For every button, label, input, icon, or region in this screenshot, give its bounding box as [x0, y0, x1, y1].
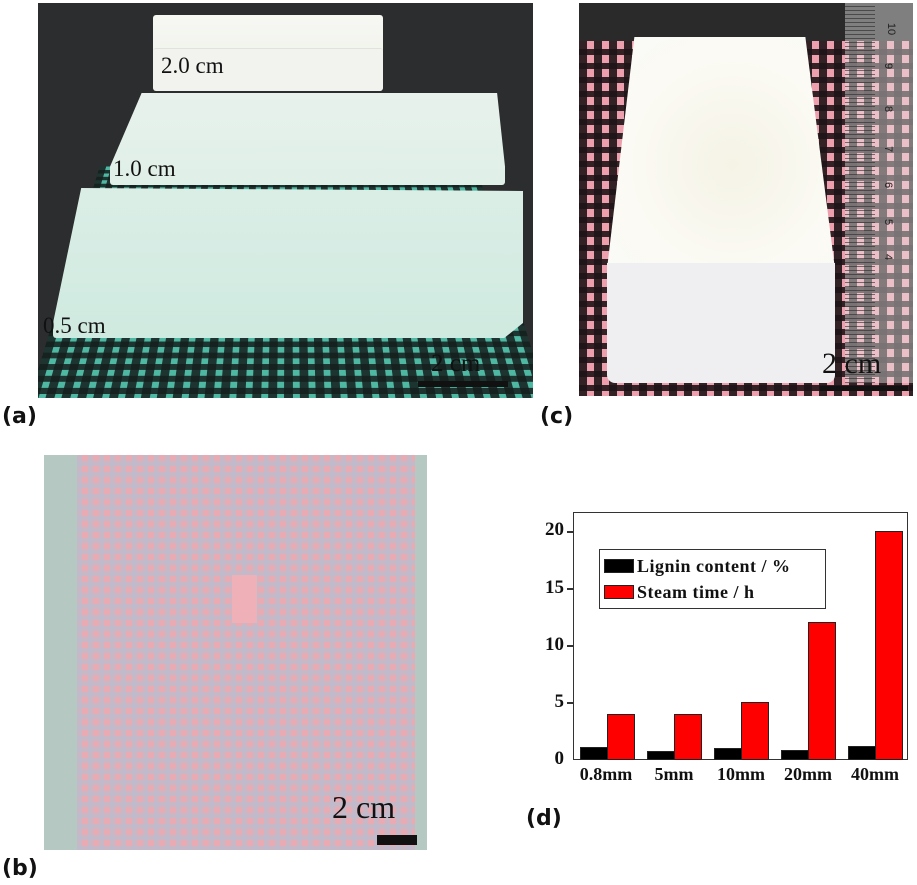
y-tick-label: 0: [554, 748, 565, 769]
pink-mesh-transparent-view: [77, 455, 415, 850]
x-tick-label: 10mm: [717, 764, 765, 784]
bar-lignin-10mm: [714, 748, 742, 760]
ruler-number: 4: [882, 253, 895, 261]
ruler-number: 5: [882, 218, 895, 226]
scale-bar-label: 2 cm: [332, 789, 396, 825]
y-tick-label: 20: [545, 519, 564, 540]
annotation-05cm: 0.5 cm: [43, 313, 106, 338]
bar-steam-20mm: [808, 622, 836, 760]
x-tick-label: 40mm: [851, 764, 899, 784]
scale-bar: [820, 386, 908, 391]
y-tick: [567, 702, 573, 704]
panel-label-c: (c): [540, 404, 574, 429]
y-tick-label: 15: [545, 577, 564, 598]
ruler-number: 8: [882, 105, 895, 113]
bar-steam-5mm: [674, 714, 702, 760]
scale-bar-label: 2 cm: [431, 350, 481, 377]
legend-item-steam: Steam time / h: [604, 581, 754, 603]
y-tick: [567, 645, 573, 647]
annotation-2cm: 2.0 cm: [161, 53, 224, 78]
x-tick-label: 5mm: [654, 764, 694, 784]
bar-lignin-20mm: [781, 750, 809, 760]
y-tick: [567, 588, 573, 590]
panel-label-d: (d): [526, 806, 562, 831]
ruler: 10 9 8 7 6 5 4: [845, 3, 913, 383]
y-tick-label: 5: [554, 691, 565, 712]
legend-swatch-red: [604, 585, 634, 599]
panel-b-photo: 2 cm: [44, 455, 427, 850]
panel-a-photo: 2.0 cm 1.0 cm 0.5 cm 2 cm: [38, 3, 533, 398]
legend-swatch-black: [604, 559, 634, 573]
large-sample-block-top: [607, 37, 835, 269]
scale-bar-label: 2 cm: [822, 347, 882, 380]
sample-block-2cm-side: [153, 48, 383, 91]
legend-label: Steam time / h: [637, 581, 755, 602]
bar-lignin-0.8mm: [580, 747, 608, 760]
large-sample-block-front: [607, 263, 835, 383]
annotation-1cm: 1.0 cm: [113, 156, 176, 181]
panel-label-a: (a): [2, 404, 37, 429]
scale-bar: [377, 835, 417, 845]
sample-block-05cm: [53, 188, 523, 338]
panel-label-b: (b): [2, 856, 38, 881]
x-tick-label: 20mm: [784, 764, 832, 784]
panel-c-photo: 10 9 8 7 6 5 4 2 cm: [579, 3, 913, 396]
legend-label: Lignin content / %: [637, 555, 791, 576]
chart-legend: Lignin content / % Steam time / h: [599, 549, 826, 609]
bar-steam-10mm: [741, 702, 769, 760]
bar-lignin-40mm: [848, 746, 876, 760]
bar-steam-0.8mm: [607, 714, 635, 760]
sample-block-1cm: [110, 93, 505, 185]
legend-item-lignin: Lignin content / %: [604, 555, 791, 577]
bar-lignin-5mm: [647, 751, 675, 760]
ruler-number: 7: [882, 145, 895, 153]
bar-steam-40mm: [875, 531, 903, 760]
x-tick-label: 0.8mm: [579, 764, 633, 784]
scale-bar: [418, 381, 508, 387]
ruler-number: 6: [882, 181, 895, 189]
y-tick: [567, 531, 573, 533]
ruler-number: 9: [882, 62, 895, 70]
y-tick-label: 10: [545, 634, 564, 655]
ruler-number: 10: [885, 22, 898, 36]
center-patch: [232, 575, 257, 623]
panel-d-bar-chart: 0 5 10 15 20 0.8mm 5mm 10mm 20mm 40mm Li…: [520, 490, 917, 885]
